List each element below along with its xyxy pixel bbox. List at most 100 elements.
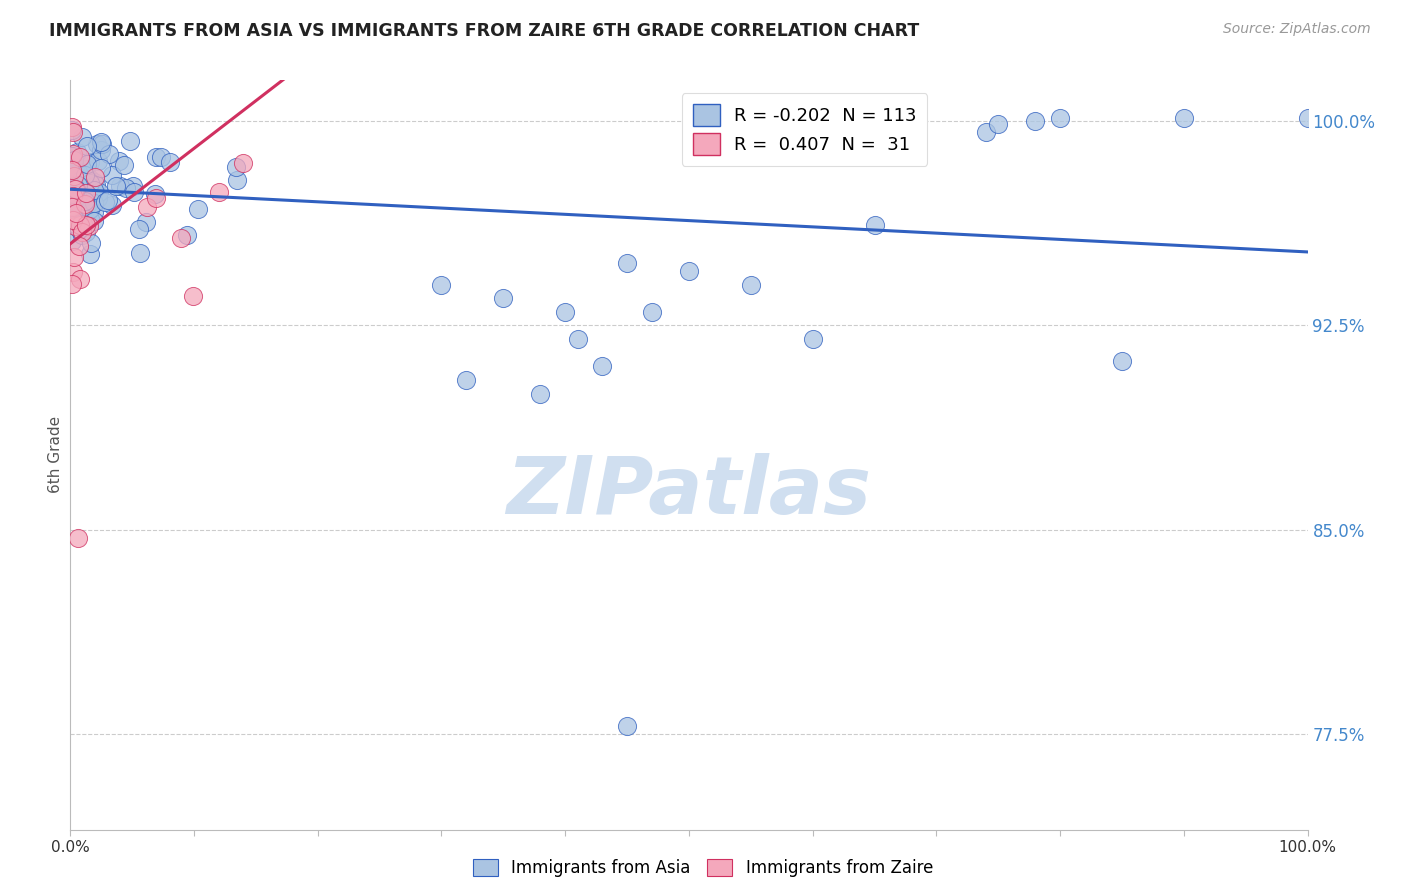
Point xyxy=(62,213,84,227)
Point xyxy=(63,160,86,174)
Point xyxy=(456,373,478,387)
Point xyxy=(79,179,101,194)
Point xyxy=(73,168,96,182)
Point xyxy=(60,234,83,248)
Text: Source: ZipAtlas.com: Source: ZipAtlas.com xyxy=(1223,22,1371,37)
Point xyxy=(60,120,83,134)
Point xyxy=(120,134,142,148)
Point xyxy=(76,139,98,153)
Point xyxy=(70,130,93,145)
Point xyxy=(72,217,94,231)
Point xyxy=(75,225,97,239)
Point xyxy=(430,277,453,292)
Point xyxy=(79,247,101,261)
Point xyxy=(72,184,94,198)
Point xyxy=(159,155,181,169)
Point xyxy=(65,195,87,210)
Point xyxy=(97,194,120,208)
Point xyxy=(492,291,515,305)
Point xyxy=(801,332,824,346)
Point xyxy=(79,176,101,190)
Point xyxy=(616,256,638,270)
Point xyxy=(616,719,638,733)
Point xyxy=(101,198,124,212)
Point xyxy=(115,180,138,194)
Point xyxy=(70,225,93,239)
Point xyxy=(98,147,121,161)
Point xyxy=(90,135,112,149)
Point xyxy=(82,184,104,198)
Point xyxy=(76,198,98,212)
Point xyxy=(112,157,135,171)
Point xyxy=(66,169,89,183)
Point xyxy=(89,186,111,200)
Point xyxy=(1024,114,1046,128)
Point xyxy=(1111,354,1133,368)
Point xyxy=(974,125,997,139)
Point xyxy=(225,161,247,175)
Point xyxy=(60,161,83,176)
Point xyxy=(76,205,98,219)
Point xyxy=(176,228,198,243)
Point xyxy=(72,212,94,227)
Point xyxy=(150,150,173,164)
Point xyxy=(80,235,103,250)
Point xyxy=(128,222,150,236)
Point xyxy=(65,182,87,196)
Point xyxy=(122,185,145,199)
Point xyxy=(65,219,87,234)
Point xyxy=(86,153,108,168)
Point xyxy=(66,531,89,545)
Point xyxy=(145,191,167,205)
Point xyxy=(65,206,87,220)
Point xyxy=(84,178,107,192)
Point xyxy=(60,179,83,194)
Point xyxy=(63,169,86,183)
Point xyxy=(108,154,131,169)
Point xyxy=(60,163,83,178)
Point xyxy=(86,191,108,205)
Legend: Immigrants from Asia, Immigrants from Zaire: Immigrants from Asia, Immigrants from Za… xyxy=(467,852,939,884)
Point xyxy=(678,264,700,278)
Point xyxy=(83,175,105,189)
Point xyxy=(79,212,101,227)
Point xyxy=(73,210,96,224)
Point xyxy=(66,187,89,202)
Point xyxy=(1173,112,1195,126)
Point xyxy=(60,277,83,291)
Point xyxy=(110,179,132,194)
Point xyxy=(226,173,249,187)
Point xyxy=(75,218,97,232)
Point xyxy=(75,186,97,201)
Point xyxy=(67,198,90,212)
Point xyxy=(76,157,98,171)
Point xyxy=(63,250,86,264)
Point xyxy=(987,117,1010,131)
Point xyxy=(83,214,105,228)
Point xyxy=(65,202,87,217)
Point xyxy=(135,215,157,229)
Point xyxy=(79,202,101,217)
Point xyxy=(66,186,89,201)
Point xyxy=(62,186,84,201)
Point xyxy=(69,219,91,233)
Y-axis label: 6th Grade: 6th Grade xyxy=(48,417,63,493)
Point xyxy=(1049,112,1071,126)
Point xyxy=(129,246,152,260)
Point xyxy=(181,289,204,303)
Point xyxy=(567,332,589,346)
Point xyxy=(740,277,762,292)
Point xyxy=(101,168,124,182)
Point xyxy=(83,183,105,197)
Text: IMMIGRANTS FROM ASIA VS IMMIGRANTS FROM ZAIRE 6TH GRADE CORRELATION CHART: IMMIGRANTS FROM ASIA VS IMMIGRANTS FROM … xyxy=(49,22,920,40)
Point xyxy=(79,155,101,169)
Point xyxy=(62,200,84,214)
Point xyxy=(863,218,886,232)
Point xyxy=(60,123,83,137)
Point xyxy=(70,227,93,242)
Point xyxy=(60,194,83,209)
Point xyxy=(70,173,93,187)
Point xyxy=(66,145,89,160)
Point xyxy=(83,195,105,210)
Point xyxy=(104,178,127,193)
